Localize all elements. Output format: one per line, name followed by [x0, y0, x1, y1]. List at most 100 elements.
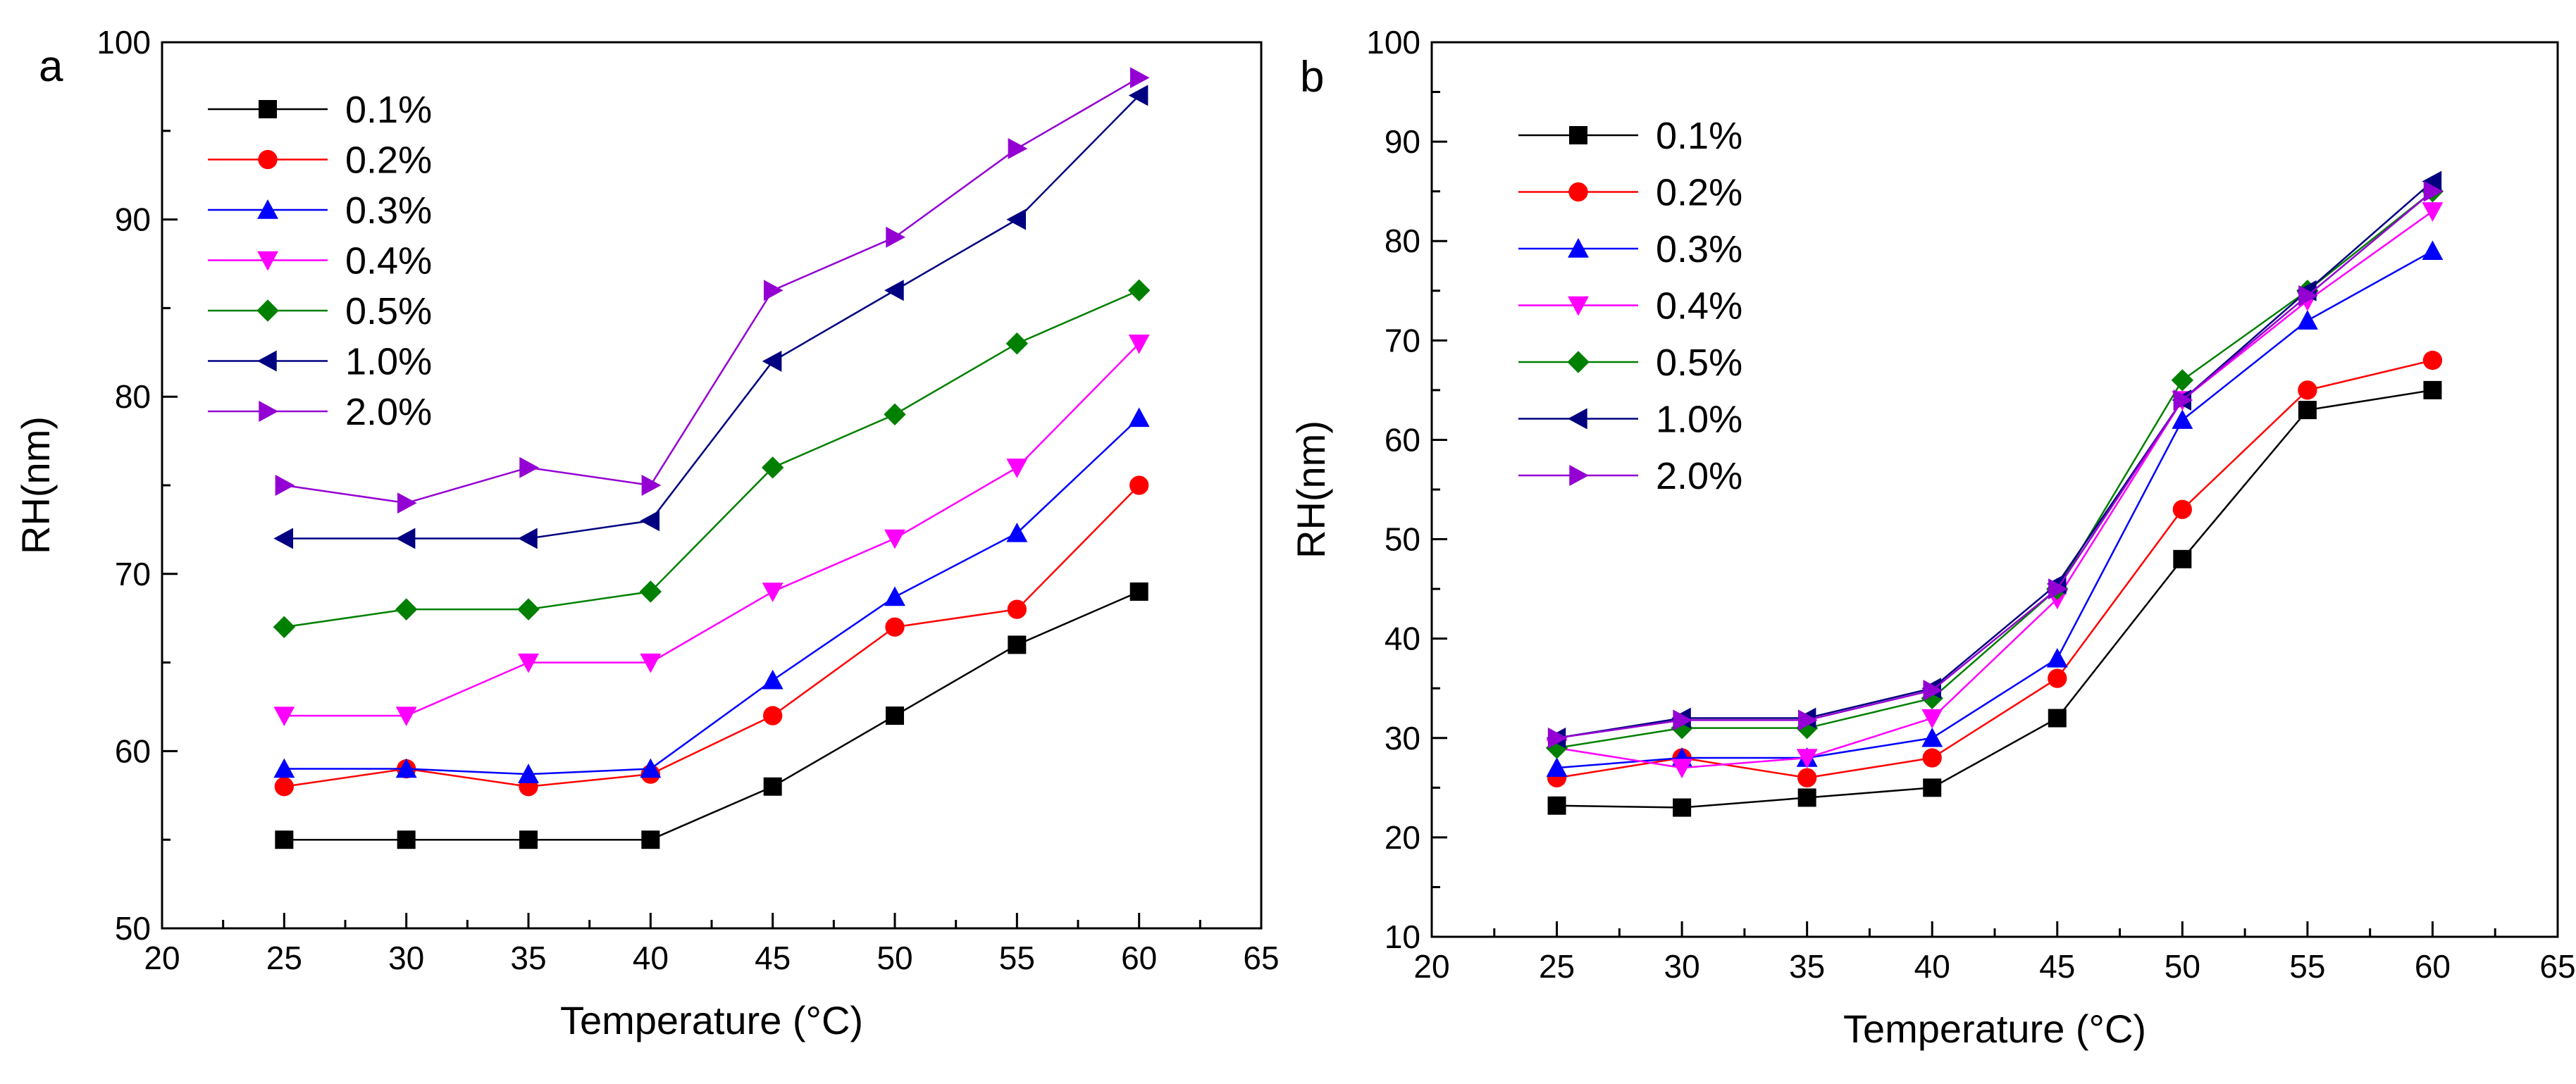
legend-label: 2.0% — [1656, 455, 1742, 497]
legend-item: 2.0% — [1518, 455, 1742, 497]
data-point — [1127, 279, 1151, 301]
data-point — [761, 456, 784, 479]
y-tick-label: 10 — [1385, 918, 1420, 955]
legend-label: 0.3% — [345, 189, 432, 232]
data-point — [273, 616, 296, 638]
data-point — [274, 777, 294, 797]
legend-marker — [257, 199, 278, 219]
data-point — [1006, 459, 1028, 478]
data-point — [640, 758, 662, 778]
legend-marker — [259, 100, 277, 118]
x-tick-label: 45 — [2039, 948, 2075, 985]
data-point — [2048, 578, 2068, 600]
x-tick-label: 25 — [266, 940, 302, 976]
data-point — [519, 830, 538, 849]
legend-item: 0.4% — [1518, 285, 1742, 328]
series-0.4% — [273, 335, 1150, 727]
data-point — [763, 777, 782, 796]
data-point — [641, 830, 660, 849]
series-line — [1556, 190, 2434, 749]
data-point — [885, 617, 905, 637]
legend-label: 0.4% — [345, 240, 432, 282]
panel-a-chart: 20 25 30 35 40 45 50 55 60 65 50 60 70 80 90 100 Tempera… — [13, 24, 1280, 1042]
data-point — [886, 226, 905, 248]
x-tick-label: 20 — [144, 940, 180, 976]
data-point — [1923, 680, 1943, 701]
x-tick-label: 55 — [2289, 948, 2325, 985]
legend-item: 1.0% — [208, 341, 432, 383]
data-point — [2422, 350, 2443, 370]
data-point — [1671, 759, 1693, 779]
plot-frame — [161, 41, 1263, 930]
data-point — [2422, 240, 2444, 261]
data-point — [1008, 138, 1028, 159]
data-point — [1921, 709, 1943, 729]
y-axis-title: RH(nm) — [1289, 420, 1333, 559]
series-0.1% — [1547, 380, 2442, 817]
data-point — [2173, 549, 2192, 568]
data-point — [2298, 285, 2318, 306]
y-axis-title: RH(nm) — [13, 416, 58, 554]
legend-label: 0.1% — [345, 89, 432, 131]
legend-marker — [1568, 296, 1589, 316]
legend-marker — [1569, 465, 1589, 486]
legend-item: 0.3% — [1518, 228, 1742, 270]
y-tick-label: 60 — [1385, 421, 1420, 458]
legend-label: 0.1% — [1656, 115, 1742, 157]
legend-item: 0.3% — [208, 189, 432, 232]
x-axis-title: Temperature (°C) — [1843, 1007, 2146, 1051]
data-point — [884, 280, 904, 301]
x-tick-label: 20 — [1413, 948, 1449, 985]
y-tick-label: 90 — [115, 201, 151, 238]
data-point — [1797, 768, 1817, 787]
legend-item: 0.5% — [1518, 342, 1742, 384]
data-point — [518, 764, 539, 783]
legend-marker — [1569, 126, 1587, 144]
data-point — [273, 528, 294, 549]
series-0.1% — [275, 582, 1148, 849]
data-point — [1797, 788, 1816, 807]
legend-marker — [1568, 238, 1589, 258]
data-point — [397, 492, 417, 514]
x-tick-label: 60 — [2415, 948, 2451, 985]
data-point — [397, 830, 416, 849]
data-point — [1923, 778, 1942, 797]
data-point — [395, 706, 417, 727]
data-point — [2173, 390, 2193, 411]
series-line — [284, 342, 1140, 717]
y-tick-label: 60 — [115, 733, 151, 769]
legend-marker — [258, 149, 278, 170]
series-0.5% — [273, 279, 1151, 638]
x-tick-label: 40 — [633, 940, 669, 976]
legend-marker — [257, 251, 278, 271]
data-point — [1547, 796, 1566, 815]
y-tick-label: 50 — [115, 910, 151, 947]
data-point — [639, 580, 662, 603]
legend-marker — [256, 299, 279, 322]
data-point — [273, 706, 295, 727]
data-point — [762, 350, 782, 372]
x-tick-label: 55 — [999, 940, 1035, 976]
data-point — [1128, 407, 1150, 428]
data-point — [884, 529, 905, 549]
x-axis-title: Temperature (°C) — [560, 998, 863, 1042]
series-line — [284, 77, 1140, 504]
legend-item: 0.2% — [1518, 172, 1742, 214]
data-point — [763, 706, 783, 725]
data-point — [1128, 85, 1148, 106]
data-point — [275, 475, 295, 496]
y-tick-label: 40 — [1385, 621, 1420, 657]
panel-b-chart: 20 25 30 35 40 45 50 55 60 6510203040506070809010… — [1289, 24, 2576, 1051]
legend-label: 0.5% — [1656, 342, 1742, 384]
legend-marker — [1568, 182, 1588, 202]
data-point — [1008, 635, 1027, 654]
legend-item: 0.5% — [208, 290, 432, 332]
data-point — [1796, 749, 1818, 768]
y-tick-label: 90 — [1385, 123, 1420, 160]
data-point — [762, 669, 784, 690]
x-tick-label: 50 — [2165, 948, 2200, 985]
legend-item: 1.0% — [1518, 399, 1742, 441]
data-point — [1547, 727, 1568, 749]
x-tick-label: 45 — [755, 940, 791, 976]
